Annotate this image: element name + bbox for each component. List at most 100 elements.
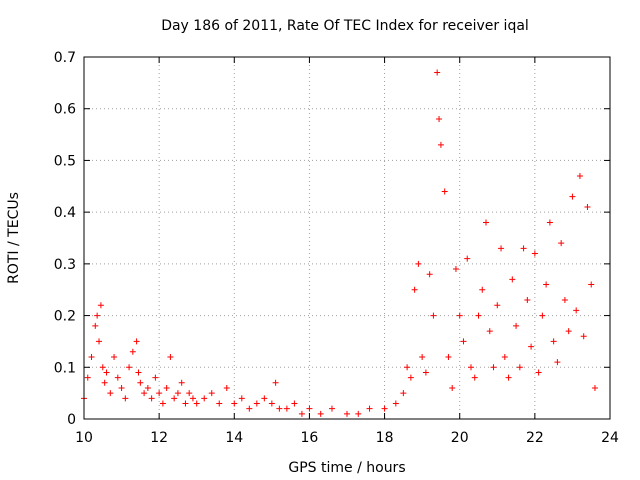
data-point (272, 379, 279, 386)
data-point (445, 353, 452, 360)
data-point (159, 400, 166, 407)
data-point (565, 328, 572, 335)
data-point (96, 338, 103, 345)
data-point (344, 410, 350, 417)
x-tick-label: 12 (150, 430, 168, 446)
data-point (118, 384, 125, 391)
data-point (524, 297, 531, 304)
data-point (276, 405, 283, 412)
data-point (591, 384, 598, 391)
data-point (584, 203, 591, 210)
data-point (111, 353, 118, 360)
data-point (573, 307, 580, 314)
data-point (298, 410, 305, 417)
data-point (88, 353, 95, 360)
data-point (103, 369, 110, 376)
data-point (490, 364, 497, 371)
data-point (520, 245, 527, 252)
grid-lines (84, 57, 610, 419)
data-point (97, 302, 104, 309)
data-point (486, 328, 493, 335)
data-point (208, 390, 215, 397)
data-point (231, 400, 238, 407)
data-point (471, 374, 478, 381)
chart-title: Day 186 of 2011, Rate Of TEC Index for r… (161, 18, 529, 34)
data-point (422, 369, 429, 376)
data-point (434, 69, 441, 76)
data-point (561, 297, 568, 304)
y-tick-label: 0.3 (54, 257, 76, 273)
data-point (283, 405, 290, 412)
data-point (167, 353, 174, 360)
data-point (392, 400, 399, 407)
y-axis-ticks: 0 0.1 0.2 0.3 0.4 0.5 0.6 0.7 (54, 50, 610, 428)
data-point (92, 322, 99, 329)
data-point (171, 395, 178, 402)
data-point (498, 245, 505, 252)
data-point (129, 348, 136, 355)
x-tick-label: 18 (376, 430, 394, 446)
data-point (216, 400, 223, 407)
data-point (182, 400, 189, 407)
data-point (460, 338, 467, 345)
y-tick-label: 0.4 (54, 205, 76, 221)
data-point (411, 286, 418, 293)
data-point (558, 240, 565, 247)
data-point (137, 379, 144, 386)
data-point (554, 359, 561, 366)
data-point (509, 276, 516, 283)
data-point (483, 219, 490, 226)
data-point (306, 405, 313, 412)
data-point (317, 410, 324, 417)
data-point (539, 312, 546, 319)
data-point (253, 400, 260, 407)
data-point (101, 379, 108, 386)
data-point (528, 343, 535, 350)
x-tick-label: 20 (451, 430, 469, 446)
data-point (148, 395, 155, 402)
data-point (201, 395, 208, 402)
data-point (404, 364, 411, 371)
data-point (381, 405, 388, 412)
data-point (152, 374, 159, 381)
data-point (99, 364, 106, 371)
y-tick-label: 0.5 (54, 153, 76, 169)
data-point (505, 374, 512, 381)
data-point (355, 410, 362, 417)
data-point (588, 281, 595, 288)
data-point (543, 281, 550, 288)
data-point (475, 312, 482, 319)
data-point (94, 312, 101, 319)
data-point (467, 364, 474, 371)
data-point (449, 384, 456, 391)
data-point (494, 302, 501, 309)
x-axis-ticks: 10 12 14 16 18 20 22 24 (75, 57, 619, 446)
data-point (426, 271, 433, 278)
data-point (452, 266, 459, 273)
data-point (328, 405, 335, 412)
data-point (546, 219, 553, 226)
data-point (535, 369, 542, 376)
data-point (163, 384, 170, 391)
y-tick-label: 0 (67, 412, 76, 428)
data-point (178, 379, 185, 386)
data-point (261, 395, 268, 402)
x-tick-label: 22 (526, 430, 544, 446)
data-point (415, 260, 422, 267)
x-tick-label: 14 (225, 430, 243, 446)
data-point (569, 193, 576, 200)
data-point (291, 400, 298, 407)
y-tick-label: 0.2 (54, 309, 76, 325)
x-tick-label: 10 (75, 430, 93, 446)
data-point (441, 188, 448, 195)
x-axis-label: GPS time / hours (288, 460, 405, 476)
data-point (419, 353, 426, 360)
data-point (156, 390, 163, 397)
data-point (133, 338, 140, 345)
data-point (174, 390, 181, 397)
data-point (479, 286, 486, 293)
data-point (268, 400, 275, 407)
plot-frame (83, 56, 611, 420)
data-points (81, 69, 598, 417)
